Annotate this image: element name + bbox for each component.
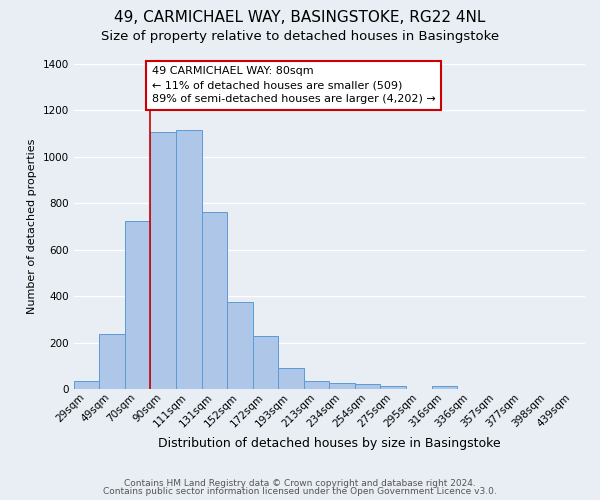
Bar: [227, 302, 253, 389]
Bar: [253, 336, 278, 389]
Text: Contains public sector information licensed under the Open Government Licence v3: Contains public sector information licen…: [103, 487, 497, 496]
Bar: [304, 381, 329, 389]
Bar: [125, 221, 151, 389]
Text: 49, CARMICHAEL WAY, BASINGSTOKE, RG22 4NL: 49, CARMICHAEL WAY, BASINGSTOKE, RG22 4N…: [115, 10, 485, 25]
Text: Size of property relative to detached houses in Basingstoke: Size of property relative to detached ho…: [101, 30, 499, 43]
Bar: [99, 334, 125, 389]
Bar: [202, 212, 227, 389]
X-axis label: Distribution of detached houses by size in Basingstoke: Distribution of detached houses by size …: [158, 437, 500, 450]
Bar: [74, 381, 99, 389]
Bar: [176, 130, 202, 389]
Y-axis label: Number of detached properties: Number of detached properties: [27, 139, 37, 314]
Bar: [278, 368, 304, 389]
Bar: [151, 132, 176, 389]
Bar: [329, 383, 355, 389]
Text: 49 CARMICHAEL WAY: 80sqm
← 11% of detached houses are smaller (509)
89% of semi-: 49 CARMICHAEL WAY: 80sqm ← 11% of detach…: [152, 66, 436, 104]
Bar: [380, 386, 406, 389]
Bar: [355, 384, 380, 389]
Bar: [431, 386, 457, 389]
Text: Contains HM Land Registry data © Crown copyright and database right 2024.: Contains HM Land Registry data © Crown c…: [124, 478, 476, 488]
